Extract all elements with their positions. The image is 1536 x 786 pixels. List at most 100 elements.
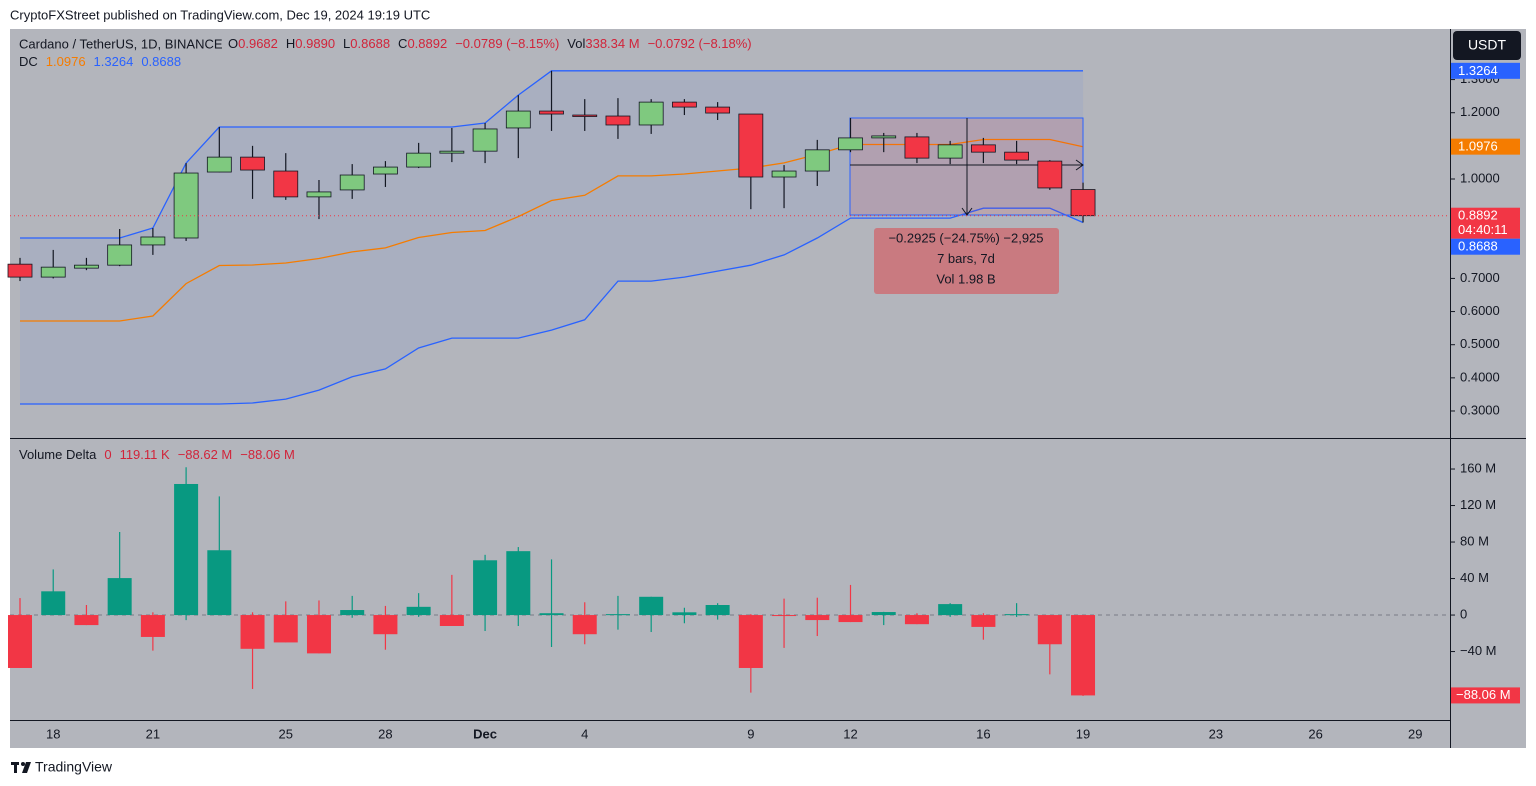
price-label: 1.0976 (1458, 139, 1498, 154)
delta-bar (506, 551, 531, 616)
measure-arrow (850, 118, 1084, 216)
delta-bar (174, 483, 199, 616)
x-tick-label: 25 (279, 726, 293, 741)
delta-bar (273, 615, 298, 643)
delta-bar (406, 606, 431, 616)
candle-body (339, 174, 365, 191)
delta-bar (605, 614, 630, 616)
candle-body (1070, 189, 1096, 217)
logo-part (22, 762, 31, 773)
delta-bar (904, 615, 929, 625)
delta-bar (207, 550, 232, 616)
y-tick-label: 120 M (1460, 497, 1496, 512)
indicator-legend: DC 1.0976 1.3264 0.8688 (19, 54, 181, 69)
delta-bar (439, 615, 464, 626)
legend-key: C (398, 36, 407, 51)
price-label-box (1451, 238, 1520, 255)
currency-label[interactable]: USDT (1468, 37, 1507, 53)
legend-key: H (286, 36, 295, 51)
legend-value: 119.11 K (120, 447, 170, 462)
candle-body (7, 263, 33, 278)
candle-body (140, 236, 166, 246)
candle-body (40, 266, 66, 278)
y-tick-label: 0.5000 (1460, 336, 1500, 351)
x-tick-label: 29 (1408, 726, 1422, 741)
x-tick-label: 21 (146, 726, 160, 741)
ohlc-legend: O0.9682 H0.9890 L0.8688 C0.8892 −0.0789 (−8.… (228, 36, 752, 51)
x-tick-label: 23 (1209, 726, 1223, 741)
y-tick-label: 1.0000 (1460, 170, 1500, 185)
y-tick-label: 0 (1460, 606, 1467, 621)
y-tick-label: 0.7000 (1460, 270, 1500, 285)
candle-body (572, 114, 598, 117)
candle-body (738, 113, 764, 178)
delta-bar (572, 615, 597, 635)
legend-key: L (343, 36, 350, 51)
delta-bar (240, 615, 265, 649)
delta-bar (8, 615, 32, 668)
candle-body (505, 110, 531, 129)
candle-body (273, 170, 299, 198)
legend-key: Vol (567, 36, 585, 51)
y-tick-label: 0.4000 (1460, 369, 1500, 384)
indicator-value: 1.0976 (46, 54, 86, 69)
candle-body (672, 101, 697, 108)
candle-body (970, 144, 996, 153)
legend-value: −88.62 M (178, 447, 233, 462)
x-tick-label: 19 (1076, 726, 1090, 741)
x-tick-label: 28 (378, 726, 392, 741)
x-tick-label: 16 (976, 726, 990, 741)
candle-body (472, 128, 498, 152)
candle-body (406, 152, 432, 168)
price-label: 0.8688 (1458, 239, 1498, 254)
logo-part (21, 762, 25, 766)
delta-bar (373, 615, 398, 635)
delta-bar (1071, 615, 1096, 696)
legend-value: −0.0789 (−8.15%) (455, 36, 559, 51)
candle-body (240, 156, 265, 171)
delta-bar (306, 615, 331, 654)
candle-body (1037, 160, 1063, 189)
legend-value: 0.8688 (350, 36, 390, 51)
delta-bar (639, 596, 664, 616)
y-tick-label: 1.2000 (1460, 104, 1500, 119)
logo-part (14, 762, 17, 773)
x-tick-label: 26 (1308, 726, 1322, 741)
x-tick-label: Dec (473, 726, 497, 741)
delta-bar (1037, 615, 1062, 645)
delta-bar (539, 613, 564, 616)
delta-bar (41, 591, 66, 616)
candle-body (937, 144, 963, 159)
candle-body (539, 110, 564, 115)
candle-body (771, 170, 797, 178)
delta-bar (871, 612, 896, 616)
delta-bar (1004, 614, 1029, 616)
chart-title: Cardano / TetherUS, 1D, BINANCE (19, 36, 223, 51)
candle-body (173, 172, 199, 239)
candle-body (206, 156, 232, 173)
candle-body (1004, 151, 1029, 161)
x-tick-label: 12 (843, 726, 857, 741)
indicator-value: 0.8688 (141, 54, 181, 69)
delta-bar (107, 578, 132, 616)
legend-value: 338.34 M (585, 36, 639, 51)
x-tick-label: 18 (46, 726, 60, 741)
delta-bar (772, 615, 797, 617)
last-value-box (1451, 687, 1520, 704)
y-tick-label: 160 M (1460, 460, 1496, 475)
delta-bar (705, 605, 730, 616)
candle-body (904, 136, 930, 159)
delta-bar (672, 612, 697, 616)
y-tick-label: 80 M (1460, 533, 1489, 548)
legend-key: O (228, 36, 238, 51)
price-label-box (1451, 138, 1520, 155)
last-value-label: −88.06 M (1456, 687, 1511, 702)
legend-value: 0.9682 (238, 36, 278, 51)
candle-body (638, 101, 664, 126)
delta-bar (971, 615, 996, 627)
currency-button[interactable] (1453, 31, 1521, 60)
delta-bar (938, 604, 963, 616)
candle-body (605, 115, 631, 126)
candle-body (107, 244, 133, 266)
y-tick-label: 0.3000 (1460, 402, 1500, 417)
